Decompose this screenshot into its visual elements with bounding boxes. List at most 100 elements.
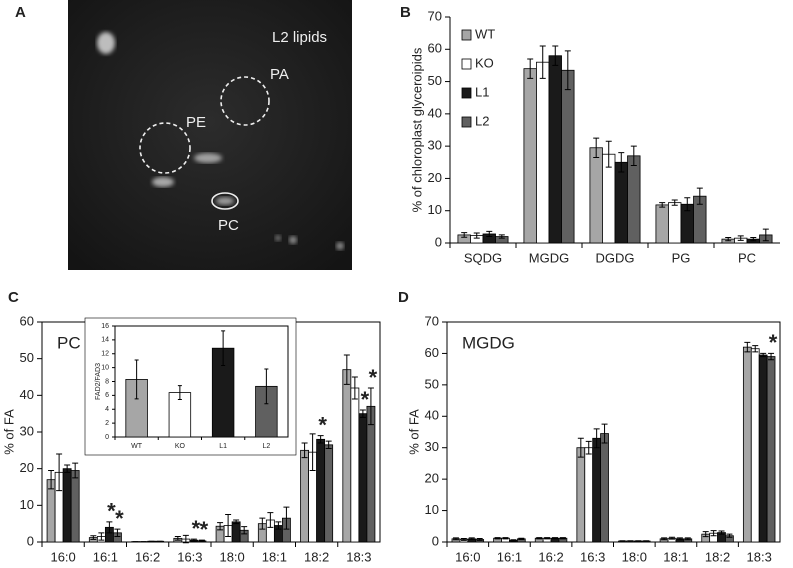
x-tick-label: 16:3 [580, 549, 605, 563]
panel-label: C [8, 289, 19, 306]
plot-title: PC [57, 333, 81, 352]
legend-swatch [462, 117, 471, 127]
x-tick-label: 16:3 [177, 549, 202, 563]
y-tick-label: 6 [105, 392, 109, 399]
y-tick-label: 16 [101, 323, 109, 330]
spot-label: PC [218, 217, 239, 234]
x-tick-label: 16:2 [135, 549, 160, 563]
bar [317, 439, 325, 542]
x-tick-label: 18:3 [747, 549, 772, 563]
y-tick-label: 0 [435, 234, 442, 249]
x-tick-label: 18:0 [622, 549, 647, 563]
bar [359, 414, 367, 542]
x-tick-label: 16:1 [93, 549, 118, 563]
y-tick-label: 0 [105, 434, 109, 441]
y-axis-label: % of FA [1, 409, 16, 455]
legend-label: L2 [475, 113, 489, 128]
y-tick-label: 2 [105, 420, 109, 427]
y-axis-label: % of chloroplast glyceroipids [409, 47, 424, 212]
bar [562, 70, 575, 243]
x-tick-label: SQDG [464, 250, 502, 265]
y-tick-label: 60 [425, 345, 439, 360]
bar [71, 471, 79, 543]
bar [367, 406, 375, 542]
significance-label: * [369, 365, 378, 390]
spot-label: PA [270, 66, 289, 83]
y-tick-label: 40 [428, 105, 442, 120]
x-tick-label: L1 [219, 443, 227, 450]
bar [524, 69, 537, 243]
y-tick-label: 70 [425, 313, 439, 328]
x-tick-label: L2 [262, 443, 270, 450]
bar [767, 357, 775, 542]
y-tick-label: 30 [20, 423, 34, 438]
bar [232, 522, 240, 542]
x-tick-label: 16:1 [497, 549, 522, 563]
y-tick-label: 50 [428, 73, 442, 88]
bar [615, 162, 628, 243]
x-tick-label: 18:3 [346, 549, 371, 563]
y-tick-label: 4 [105, 406, 109, 413]
y-tick-label: 8 [105, 378, 109, 385]
y-tick-label: 0 [432, 533, 439, 548]
x-tick-label: 16:0 [50, 549, 75, 563]
x-tick-label: KO [175, 443, 186, 450]
x-tick-label: MGDG [529, 250, 569, 265]
x-tick-label: 18:0 [219, 549, 244, 563]
panel-label: D [398, 289, 409, 306]
significance-label: * [318, 412, 327, 437]
error-bar [643, 541, 649, 542]
plot-title: MGDG [462, 333, 515, 352]
x-tick-label: 16:0 [455, 549, 480, 563]
x-tick-label: WT [131, 443, 143, 450]
y-tick-label: 14 [101, 337, 109, 344]
plot-frame [447, 322, 780, 542]
bar [759, 355, 767, 542]
y-tick-label: 40 [20, 387, 34, 402]
bar [751, 349, 759, 542]
error-bar [635, 541, 641, 542]
significance-label: * [115, 506, 124, 531]
panel-label: A [15, 4, 26, 21]
bar [628, 156, 641, 243]
bar [577, 448, 585, 542]
legend-label: L1 [475, 84, 489, 99]
y-tick-label: 10 [20, 497, 34, 512]
x-tick-label: PG [672, 250, 691, 265]
x-tick-label: 18:2 [304, 549, 329, 563]
y-tick-label: 30 [425, 439, 439, 454]
y-tick-label: 0 [27, 533, 34, 548]
y-tick-label: 10 [428, 202, 442, 217]
error-bar [627, 541, 633, 542]
y-tick-label: 50 [20, 350, 34, 365]
y-axis-label: % of FA [406, 409, 421, 455]
y-tick-label: 20 [20, 460, 34, 475]
bar [668, 203, 681, 243]
bar [743, 347, 751, 542]
image-title: L2 lipids [272, 29, 327, 46]
y-tick-label: 10 [425, 502, 439, 517]
y-tick-label: 20 [428, 170, 442, 185]
bar [549, 56, 562, 243]
bar [601, 434, 609, 542]
bar [593, 438, 601, 542]
bar [536, 62, 549, 243]
bar [590, 148, 603, 243]
y-axis-label: FAD2/FAD3 [95, 363, 102, 400]
y-tick-label: 70 [428, 8, 442, 23]
bar [63, 469, 71, 542]
x-tick-label: 18:1 [262, 549, 287, 563]
y-tick-label: 40 [425, 408, 439, 423]
y-tick-label: 30 [428, 138, 442, 153]
y-tick-label: 60 [428, 41, 442, 56]
y-tick-label: 10 [101, 364, 109, 371]
bar [351, 388, 359, 542]
legend-label: KO [475, 55, 494, 70]
bar [325, 445, 333, 542]
y-tick-label: 60 [20, 313, 34, 328]
bar [301, 450, 309, 542]
x-tick-label: 18:1 [663, 549, 688, 563]
bar [343, 370, 351, 542]
spot-label: PE [186, 114, 206, 131]
